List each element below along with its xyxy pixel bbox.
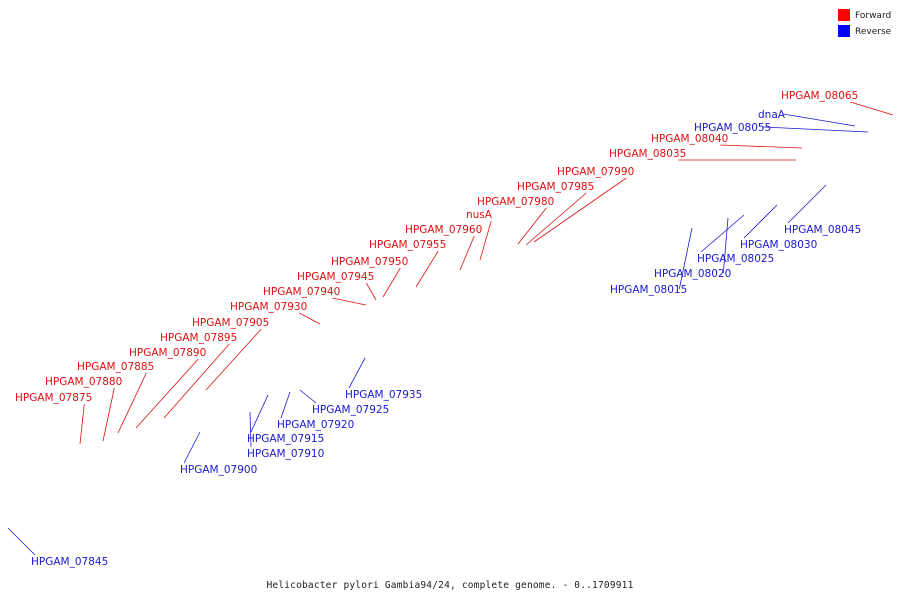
forward-gene-label: HPGAM_07905 bbox=[192, 317, 269, 329]
forward-leader bbox=[720, 144, 803, 149]
reverse-gene-label: HPGAM_08045 bbox=[784, 224, 861, 236]
forward-leader bbox=[850, 101, 894, 116]
reverse-gene-label: HPGAM_07910 bbox=[247, 448, 324, 460]
reverse-leader bbox=[787, 184, 827, 224]
forward-leader bbox=[479, 220, 492, 261]
backbone-shadow bbox=[656, 0, 900, 1]
reverse-gene-label: HPGAM_07925 bbox=[312, 404, 389, 416]
forward-gene-label: HPGAM_07930 bbox=[230, 301, 307, 313]
forward-gene-label: HPGAM_07875 bbox=[15, 392, 92, 404]
forward-gene-label: HPGAM_08040 bbox=[651, 133, 728, 145]
forward-leader bbox=[415, 250, 439, 288]
forward-gene-label: HPGAM_07955 bbox=[369, 239, 446, 251]
forward-leader bbox=[135, 358, 199, 429]
forward-gene-label: HPGAM_07980 bbox=[477, 196, 554, 208]
forward-gene-label: HPGAM_07890 bbox=[129, 347, 206, 359]
reverse-leader bbox=[299, 389, 317, 404]
forward-leader bbox=[163, 343, 230, 419]
reverse-gene-label: HPGAM_08015 bbox=[610, 284, 687, 296]
reverse-gene-label: dnaA bbox=[758, 109, 786, 121]
legend: Forward Reverse bbox=[838, 9, 892, 37]
forward-gene-label: HPGAM_07985 bbox=[517, 181, 594, 193]
genome-backbone bbox=[656, 0, 900, 2]
forward-gene-label: HPGAM_07885 bbox=[77, 361, 154, 373]
legend-reverse-swatch bbox=[838, 25, 850, 37]
forward-gene-label: HPGAM_07895 bbox=[160, 332, 237, 344]
reverse-leader bbox=[348, 357, 366, 389]
forward-leader bbox=[459, 235, 475, 271]
forward-leader bbox=[332, 297, 367, 306]
forward-leader bbox=[117, 372, 147, 434]
forward-gene-label: nusA bbox=[466, 209, 493, 221]
reverse-gene-label: HPGAM_08055 bbox=[694, 122, 771, 134]
forward-gene-label: HPGAM_07940 bbox=[263, 286, 340, 298]
reverse-gene-label: HPGAM_07900 bbox=[180, 464, 257, 476]
gene-labels: HPGAM_07875 HPGAM_07880 HPGAM_07885 HPGAM_0… bbox=[15, 90, 861, 568]
legend-forward-label: Forward bbox=[855, 11, 891, 21]
reverse-gene-label: HPGAM_07920 bbox=[277, 419, 354, 431]
forward-leader bbox=[517, 207, 547, 245]
reverse-leader bbox=[249, 411, 252, 448]
reverse-leader bbox=[722, 217, 729, 274]
forward-leader bbox=[365, 282, 377, 301]
forward-leader bbox=[525, 192, 587, 246]
reverse-gene-label: HPGAM_08020 bbox=[654, 268, 731, 280]
reverse-leader bbox=[743, 204, 778, 239]
forward-gene-label: HPGAM_07960 bbox=[405, 224, 482, 236]
reverse-gene-label: HPGAM_07935 bbox=[345, 389, 422, 401]
forward-leader bbox=[299, 312, 321, 325]
reverse-leader bbox=[280, 391, 291, 419]
genome-caption: Helicobacter pylori Gambia94/24, complet… bbox=[266, 580, 633, 591]
backbone-line bbox=[656, 0, 900, 2]
forward-leader bbox=[205, 328, 262, 391]
forward-leader bbox=[533, 177, 627, 243]
reverse-leader bbox=[250, 394, 269, 433]
label-leaders bbox=[7, 101, 894, 556]
legend-reverse-label: Reverse bbox=[855, 27, 892, 37]
forward-leader bbox=[102, 387, 115, 442]
forward-gene-label: HPGAM_07990 bbox=[557, 166, 634, 178]
reverse-gene-label: HPGAM_08030 bbox=[740, 239, 817, 251]
reverse-leader bbox=[183, 431, 201, 464]
forward-gene-label: HPGAM_08065 bbox=[781, 90, 858, 102]
reverse-gene-label: HPGAM_08025 bbox=[697, 253, 774, 265]
forward-gene-label: HPGAM_07950 bbox=[331, 256, 408, 268]
forward-gene-label: HPGAM_07880 bbox=[45, 376, 122, 388]
reverse-leader bbox=[763, 126, 869, 133]
reverse-leader bbox=[700, 214, 745, 253]
reverse-gene-label: HPGAM_07915 bbox=[247, 433, 324, 445]
legend-forward-swatch bbox=[838, 9, 850, 21]
forward-gene-label: HPGAM_07945 bbox=[297, 271, 374, 283]
reverse-leader bbox=[783, 113, 856, 127]
reverse-leader bbox=[678, 227, 693, 290]
forward-gene-label: HPGAM_08035 bbox=[609, 148, 686, 160]
forward-leader bbox=[79, 403, 85, 445]
reverse-gene-label: HPGAM_07845 bbox=[31, 556, 108, 568]
forward-leader bbox=[382, 267, 401, 298]
reverse-leader bbox=[7, 527, 36, 556]
